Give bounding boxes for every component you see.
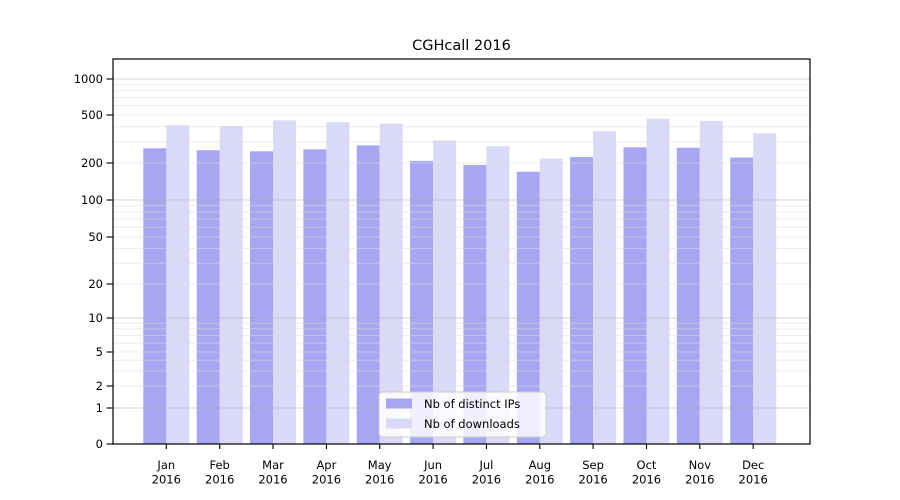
y-tick-label: 1000 [74,72,103,86]
x-tick-label-nov: Nov 2016 [685,458,714,487]
x-tick-year: 2016 [418,473,447,487]
x-tick-month: Mar [262,458,284,472]
bar-downloads-jul [486,146,510,444]
bar-distinct-ips-feb [196,150,220,445]
x-tick-label-apr: Apr 2016 [312,458,341,487]
bar-distinct-ips-jan [143,148,167,445]
y-tick-label: 500 [81,108,103,122]
y-tick-label: 50 [88,230,103,244]
bar-downloads-jan [166,125,190,444]
bar-downloads-apr [326,122,350,444]
x-tick-label-jun: Jun 2016 [418,458,447,487]
y-tick-label: 20 [88,277,103,291]
bar-downloads-dec [753,133,777,444]
x-tick-month: Sep [582,458,604,472]
x-tick-label-aug: Aug 2016 [525,458,554,487]
bar-downloads-jun [433,140,457,444]
x-tick-year: 2016 [578,473,607,487]
y-tick-label: 0 [96,437,103,451]
bar-distinct-ips-apr [303,149,327,445]
x-tick-year: 2016 [365,473,394,487]
bar-downloads-oct [646,118,670,445]
x-tick-year: 2016 [525,473,554,487]
x-tick-year: 2016 [632,473,661,487]
legend-box [378,391,547,438]
x-tick-label-jan: Jan 2016 [152,458,181,487]
x-tick-month: Jan [156,458,175,472]
x-tick-year: 2016 [312,473,341,487]
plot-border [112,58,811,445]
bar-distinct-ips-nov [676,147,700,444]
bar-downloads-mar [273,120,296,445]
x-tick-label-may: May 2016 [365,458,394,487]
x-tick-year: 2016 [472,473,501,487]
legend: Nb of distinct IPs Nb of downloads [378,391,547,438]
bar-distinct-ips-jun [410,160,434,444]
bar-downloads-feb [219,126,243,444]
bar-distinct-ips-aug [516,171,540,444]
y-tick-label: 1 [96,401,103,415]
x-tick-month: Aug [529,458,551,472]
legend-swatch-downloads [386,418,412,429]
x-tick-month: May [368,458,392,472]
y-tick-label: 100 [81,193,103,207]
chart-title: CGHcall 2016 [412,38,511,54]
bar-distinct-ips-sep [570,157,594,444]
bar-distinct-ips-may [356,145,380,444]
legend-label-distinct-ips: Nb of distinct IPs [424,397,520,411]
bar-distinct-ips-mar [250,151,273,445]
x-tick-label-dec: Dec 2016 [739,458,768,487]
x-tick-month: Feb [210,458,230,472]
bar-distinct-ips-jul [463,164,487,444]
x-tick-month: Dec [742,458,764,472]
x-tick-month: Apr [316,458,336,472]
x-tick-label-sep: Sep 2016 [578,458,607,487]
bar-downloads-aug [539,158,563,444]
x-tick-label-oct: Oct 2016 [632,458,661,487]
legend-label-downloads: Nb of downloads [424,417,520,431]
bar-distinct-ips-oct [623,147,647,445]
x-tick-year: 2016 [685,473,714,487]
x-tick-year: 2016 [152,473,181,487]
x-tick-label-feb: Feb 2016 [205,458,234,487]
x-tick-month: Nov [689,458,712,472]
y-tick-label: 5 [96,345,103,359]
y-tick-label: 10 [88,311,103,325]
x-tick-year: 2016 [205,473,234,487]
legend-swatch-distinct-ips [386,398,412,409]
x-tick-month: Oct [637,458,657,472]
y-tick-label: 200 [81,156,103,170]
x-tick-month: Jun [423,458,442,472]
x-tick-label-jul: Jul 2016 [472,458,501,487]
bar-downloads-nov [699,121,723,444]
x-tick-label-mar: Mar 2016 [258,458,287,487]
x-tick-year: 2016 [258,473,287,487]
x-tick-month: Jul [478,458,493,472]
bar-downloads-sep [593,131,617,444]
x-tick-year: 2016 [739,473,768,487]
bar-distinct-ips-dec [730,157,754,444]
y-tick-label: 2 [96,379,103,393]
